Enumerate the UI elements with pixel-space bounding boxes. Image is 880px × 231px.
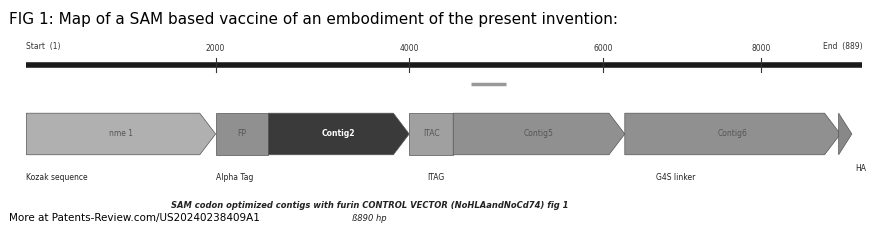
Text: HA: HA: [855, 164, 866, 173]
Text: End  (889): End (889): [823, 42, 862, 51]
Text: Start  (1): Start (1): [26, 42, 61, 51]
Polygon shape: [268, 113, 409, 155]
Text: Alpha Tag: Alpha Tag: [216, 173, 253, 182]
Text: SAM codon optimized contigs with furin CONTROL VECTOR (NoHLAandNoCd74) fig 1: SAM codon optimized contigs with furin C…: [171, 201, 568, 210]
Text: nme 1: nme 1: [109, 130, 133, 138]
Polygon shape: [216, 113, 268, 155]
Text: FP: FP: [238, 130, 246, 138]
Polygon shape: [26, 113, 216, 155]
Polygon shape: [453, 113, 625, 155]
Text: 6000: 6000: [593, 44, 612, 53]
Text: G4S linker: G4S linker: [656, 173, 695, 182]
Text: 8000: 8000: [752, 44, 771, 53]
Text: ITAC: ITAC: [423, 130, 439, 138]
Text: 2000: 2000: [206, 44, 225, 53]
Text: Contig2: Contig2: [322, 130, 356, 138]
Text: Kozak sequence: Kozak sequence: [26, 173, 88, 182]
Polygon shape: [409, 113, 453, 155]
Text: 4000: 4000: [400, 44, 419, 53]
Text: ß890 hp: ß890 hp: [352, 214, 387, 223]
Polygon shape: [839, 113, 852, 155]
Text: More at Patents-Review.com/US20240238409A1: More at Patents-Review.com/US20240238409…: [9, 213, 260, 223]
Text: Contig5: Contig5: [524, 130, 554, 138]
Text: ITAG: ITAG: [427, 173, 444, 182]
Text: Contig6: Contig6: [718, 130, 747, 138]
Text: FIG 1: Map of a SAM based vaccine of an embodiment of the present invention:: FIG 1: Map of a SAM based vaccine of an …: [9, 12, 618, 27]
Polygon shape: [625, 113, 840, 155]
